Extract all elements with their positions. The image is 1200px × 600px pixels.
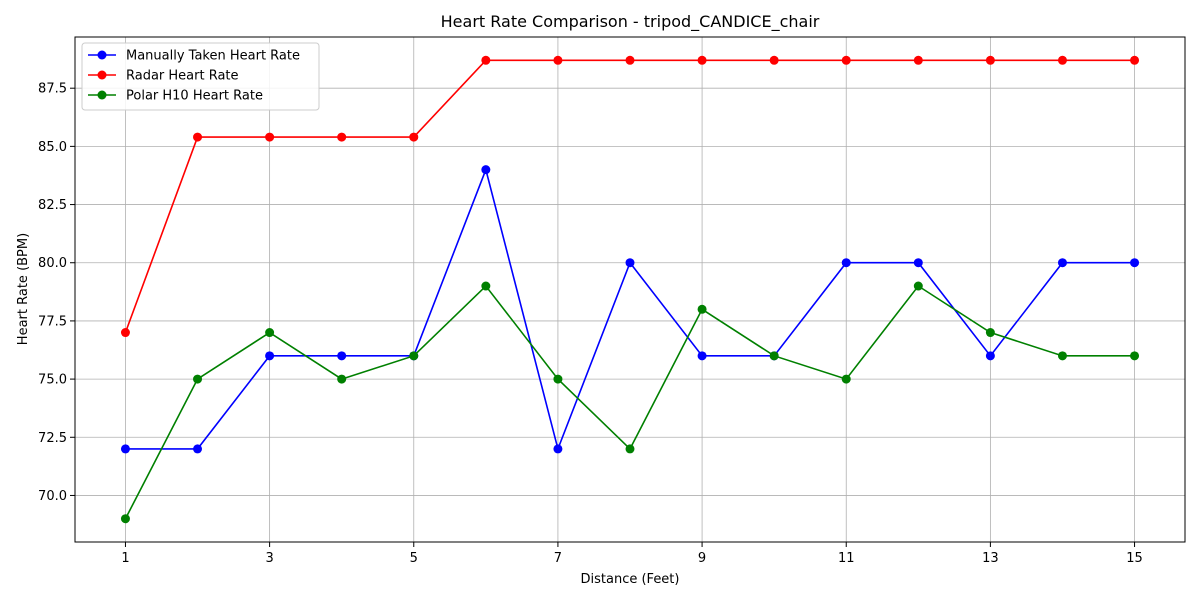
data-point (1057, 351, 1067, 361)
data-point (337, 351, 347, 361)
data-point (769, 351, 779, 361)
data-point (120, 514, 130, 524)
legend-label: Manually Taken Heart Rate (126, 49, 300, 64)
data-point (913, 55, 923, 65)
data-point (1057, 55, 1067, 65)
y-tick-label: 77.5 (38, 314, 67, 329)
data-point (553, 444, 563, 454)
data-point (1130, 55, 1140, 65)
x-tick-label: 15 (1126, 551, 1143, 566)
data-point (913, 258, 923, 268)
x-tick-label: 3 (265, 551, 273, 566)
y-tick-label: 72.5 (38, 431, 67, 446)
data-point (841, 258, 851, 268)
legend-marker (97, 90, 107, 100)
x-tick-label: 5 (410, 551, 418, 566)
data-point (481, 165, 491, 175)
x-tick-label: 7 (554, 551, 562, 566)
x-tick-label: 13 (982, 551, 999, 566)
chart-title: Heart Rate Comparison - tripod_CANDICE_c… (441, 12, 820, 32)
data-point (841, 55, 851, 65)
series-1 (120, 165, 1140, 454)
data-point (697, 55, 707, 65)
data-point (337, 132, 347, 142)
y-axis-title: Heart Rate (BPM) (16, 233, 31, 345)
data-point (553, 374, 563, 384)
data-point (265, 132, 275, 142)
x-tick-label: 1 (121, 551, 129, 566)
data-point (1130, 258, 1140, 268)
data-point (265, 328, 275, 338)
data-point (625, 55, 635, 65)
data-point (985, 351, 995, 361)
data-point (985, 55, 995, 65)
legend-label: Radar Heart Rate (126, 69, 239, 84)
legend-marker (97, 70, 107, 80)
data-point (697, 351, 707, 361)
data-point (913, 281, 923, 291)
data-point (1057, 258, 1067, 268)
grid-layer (75, 37, 1185, 542)
data-point (193, 132, 203, 142)
x-axis-title: Distance (Feet) (581, 572, 680, 587)
data-point (553, 55, 563, 65)
series-2 (120, 55, 1140, 338)
x-tick-label: 11 (838, 551, 855, 566)
y-tick-label: 80.0 (38, 256, 67, 271)
series-3 (120, 281, 1140, 524)
y-tick-label: 75.0 (38, 373, 67, 388)
series-line (125, 167, 1135, 452)
series-layer (120, 55, 1140, 524)
data-point (120, 328, 130, 338)
legend-marker (97, 50, 107, 60)
data-point (625, 258, 635, 268)
data-point (481, 281, 491, 291)
y-tick-label: 87.5 (38, 82, 67, 97)
data-point (409, 132, 419, 142)
data-point (985, 328, 995, 338)
data-point (337, 374, 347, 384)
y-tick-label: 82.5 (38, 198, 67, 213)
data-point (1130, 351, 1140, 361)
data-point (769, 55, 779, 65)
data-point (193, 444, 203, 454)
data-point (625, 444, 635, 454)
legend: Manually Taken Heart Rate Radar Heart Rat… (81, 42, 320, 111)
data-point (193, 374, 203, 384)
data-point (697, 304, 707, 314)
y-tick-label: 85.0 (38, 140, 67, 155)
data-point (409, 351, 419, 361)
x-tick-label: 9 (698, 551, 706, 566)
plot-frame (74, 36, 1186, 543)
data-point (120, 444, 130, 454)
data-point (841, 374, 851, 384)
data-point (481, 55, 491, 65)
legend-label: Polar H10 Heart Rate (126, 89, 263, 104)
data-point (265, 351, 275, 361)
y-tick-label: 70.0 (38, 489, 67, 504)
legend-box (81, 42, 320, 111)
tick-layer: 1 3 5 7 9 11 13 1570.072.575.077.580.082.585.08… (38, 82, 1143, 566)
